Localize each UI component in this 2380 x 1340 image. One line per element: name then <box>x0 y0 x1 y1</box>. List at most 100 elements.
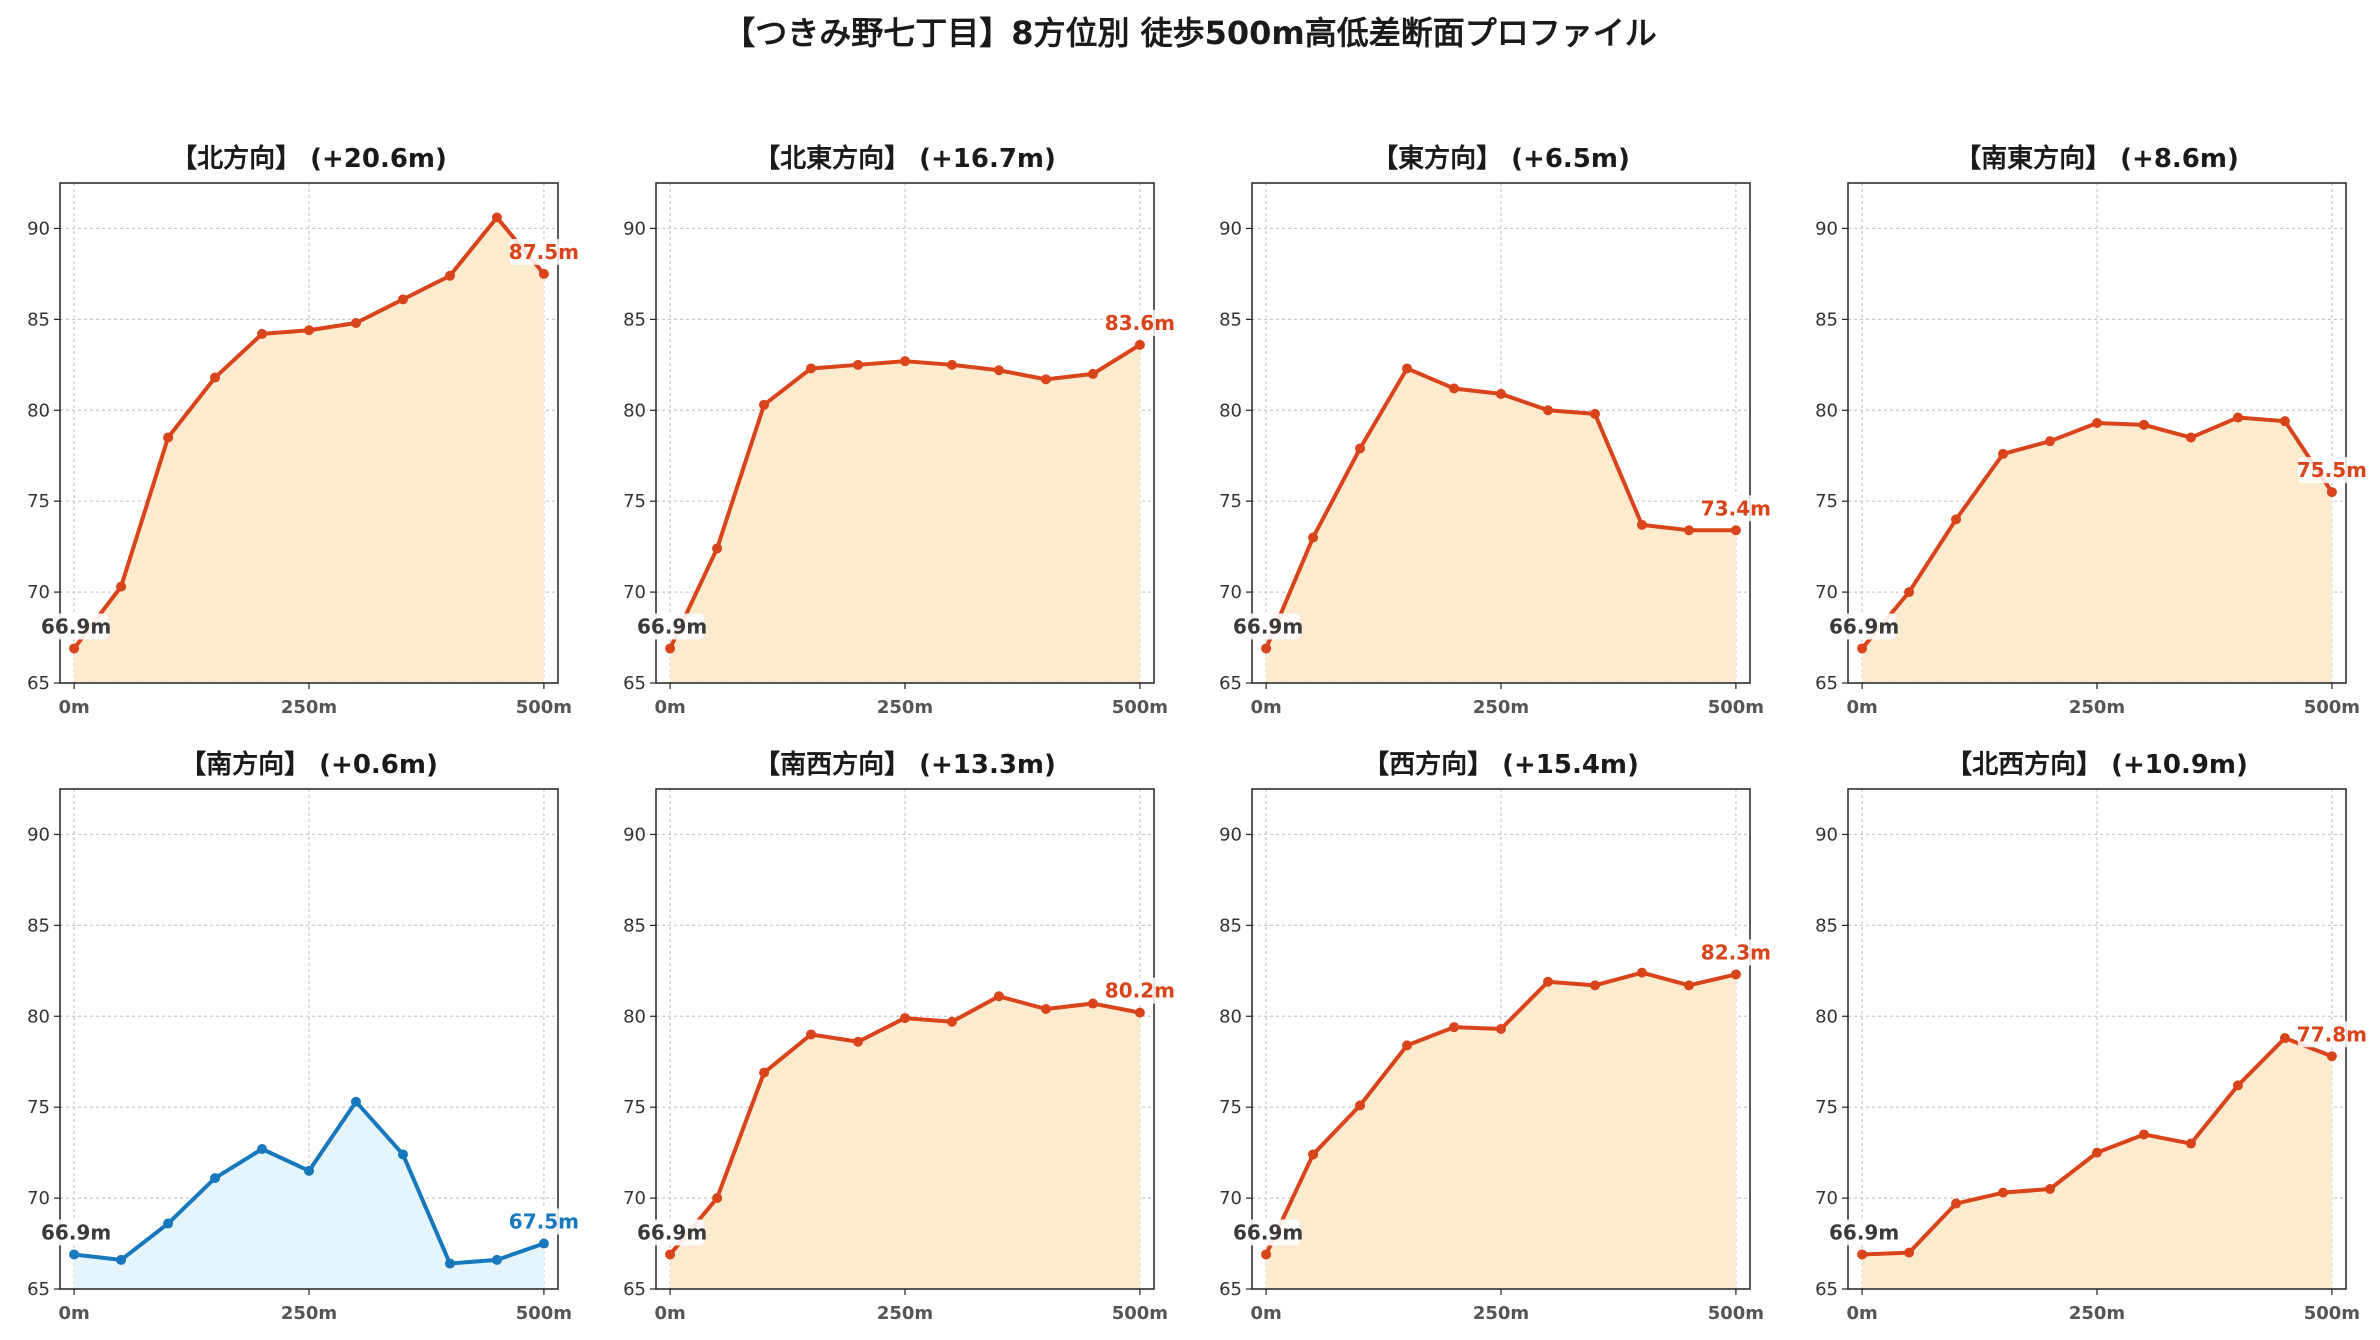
end-label-box <box>1701 495 1770 522</box>
y-tick-label: 90 <box>27 218 50 239</box>
y-tick-label: 90 <box>623 824 646 845</box>
data-point <box>1134 1007 1145 1018</box>
data-point <box>665 643 676 654</box>
data-point <box>1402 1040 1413 1051</box>
panel-title: 【南西方向】 (+13.3m) <box>754 749 1056 780</box>
start-value-label: 66.9m <box>1233 614 1303 638</box>
x-tick-label: 250m <box>281 697 337 718</box>
data-point <box>853 1036 864 1047</box>
panel-title: 【北方向】 (+20.6m) <box>171 143 447 174</box>
data-point <box>1857 643 1868 654</box>
x-tick-label: 500m <box>1112 1303 1168 1324</box>
start-value-label: 66.9m <box>41 614 111 638</box>
start-value-label: 66.9m <box>637 614 707 638</box>
y-tick-label: 65 <box>1815 1279 1838 1300</box>
y-tick-label: 90 <box>1219 824 1242 845</box>
end-label-box <box>1105 977 1174 1004</box>
data-point <box>806 363 817 374</box>
x-tick-label: 500m <box>1708 1303 1764 1324</box>
y-tick-label: 85 <box>27 915 50 936</box>
x-tick-label: 500m <box>1112 697 1168 718</box>
data-point <box>1730 525 1741 536</box>
start-label-box <box>1236 1219 1301 1246</box>
area-fill <box>670 996 1140 1289</box>
x-tick-label: 250m <box>281 1303 337 1324</box>
data-point <box>1636 967 1647 978</box>
panel-5: 【南方向】 (+0.6m) 65 70 75 80 85 90 0m 250m 500m 66.9m… <box>27 749 579 1324</box>
data-point <box>1261 1249 1272 1260</box>
start-label-box <box>1832 1219 1897 1246</box>
data-point <box>1542 976 1553 987</box>
y-tick-label: 65 <box>27 673 50 694</box>
start-value-label: 66.9m <box>637 1220 707 1244</box>
end-value-label: 77.8m <box>2297 1022 2367 1046</box>
end-label-box <box>1105 309 1174 336</box>
panel-4: 【南東方向】 (+8.6m) 65 70 75 80 85 90 0m 250m 500m 66.9… <box>1815 143 2367 718</box>
x-tick-label: 500m <box>1708 697 1764 718</box>
data-point <box>491 212 502 223</box>
data-point <box>759 399 770 410</box>
panel-title: 【北西方向】 (+10.9m) <box>1946 749 2248 780</box>
data-point <box>1998 1187 2009 1198</box>
data-point <box>397 294 408 305</box>
data-point <box>806 1029 817 1040</box>
start-label-box <box>44 1219 109 1246</box>
data-point <box>491 1254 502 1265</box>
data-point <box>163 1218 174 1229</box>
y-tick-label: 65 <box>623 673 646 694</box>
data-point <box>2092 418 2102 428</box>
y-tick-label: 90 <box>1815 218 1838 239</box>
data-point <box>1951 514 1962 525</box>
x-tick-label: 250m <box>2069 1303 2125 1324</box>
y-tick-label: 70 <box>1815 582 1838 603</box>
data-point <box>163 432 174 443</box>
y-tick-label: 75 <box>623 1097 646 1118</box>
end-label-box <box>2297 1021 2366 1048</box>
x-tick-label: 500m <box>516 697 572 718</box>
data-point <box>2138 419 2149 430</box>
area-fill <box>1862 1038 2332 1289</box>
panel-title: 【東方向】 (+6.5m) <box>1372 143 1630 174</box>
data-point <box>444 1258 455 1269</box>
data-point <box>257 328 268 339</box>
data-point <box>1355 1100 1366 1111</box>
data-point <box>350 318 361 328</box>
end-label-box <box>1701 939 1770 966</box>
data-point <box>538 1238 549 1249</box>
data-point <box>210 1173 221 1184</box>
end-value-label: 67.5m <box>509 1210 579 1234</box>
data-point <box>2185 1138 2196 1149</box>
y-tick-label: 75 <box>27 1097 50 1118</box>
y-tick-label: 90 <box>623 218 646 239</box>
x-tick-label: 0m <box>1250 1303 1281 1324</box>
x-tick-label: 250m <box>1473 1303 1529 1324</box>
x-tick-label: 250m <box>2069 697 2125 718</box>
data-point <box>1589 980 1600 991</box>
data-point <box>853 359 864 370</box>
end-value-label: 75.5m <box>2297 458 2367 482</box>
x-tick-label: 250m <box>877 1303 933 1324</box>
y-tick-label: 85 <box>1815 915 1838 936</box>
y-tick-label: 75 <box>1219 491 1242 512</box>
y-tick-label: 90 <box>1219 218 1242 239</box>
data-point <box>1951 1198 1962 1209</box>
data-point <box>1683 525 1694 536</box>
panel-6: 【南西方向】 (+13.3m) 65 70 75 80 85 90 0m 250m 500m 66.… <box>623 749 1175 1324</box>
y-tick-label: 85 <box>623 915 646 936</box>
data-point <box>1496 1024 1506 1034</box>
start-value-label: 66.9m <box>1233 1220 1303 1244</box>
x-tick-label: 0m <box>654 697 685 718</box>
data-point <box>1496 388 1506 399</box>
y-tick-label: 75 <box>623 491 646 512</box>
data-point <box>116 1254 127 1265</box>
data-point <box>1087 368 1098 379</box>
x-tick-label: 500m <box>2304 697 2360 718</box>
start-value-label: 66.9m <box>41 1220 111 1244</box>
end-value-label: 80.2m <box>1105 979 1175 1003</box>
data-point <box>712 543 723 554</box>
data-point <box>2138 1129 2149 1140</box>
y-tick-label: 70 <box>1815 1188 1838 1209</box>
y-tick-label: 85 <box>1219 915 1242 936</box>
start-label-box <box>1832 613 1897 640</box>
